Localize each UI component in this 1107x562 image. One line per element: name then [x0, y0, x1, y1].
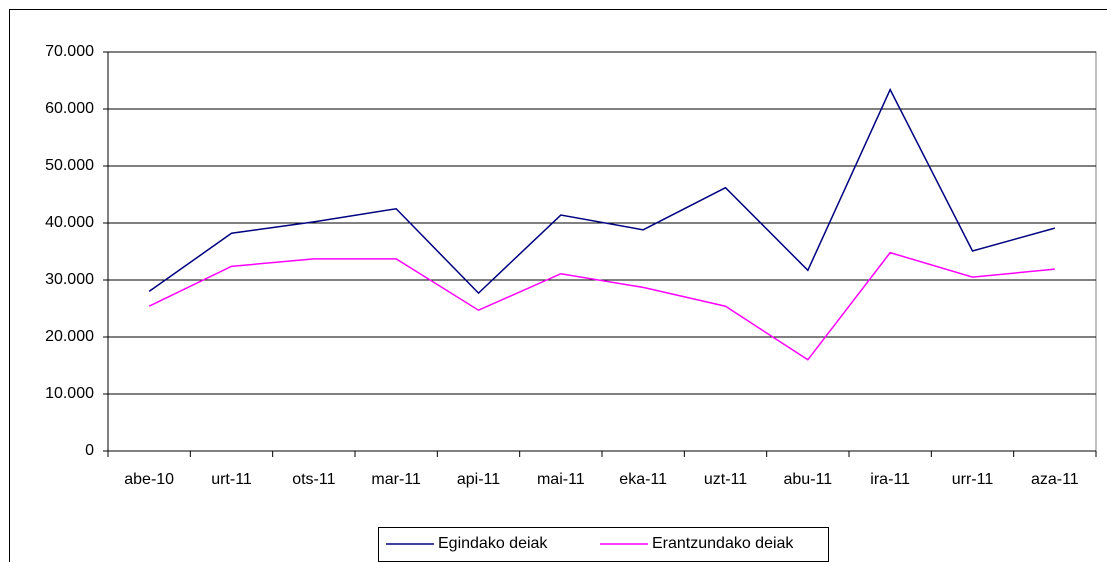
- y-tick-label: 60.000: [45, 100, 94, 117]
- legend-label: Erantzundako deiak: [652, 535, 794, 552]
- series-line: [148, 251, 1055, 361]
- x-tick-label: abu-11: [784, 471, 833, 488]
- chart-frame: [9, 9, 1107, 562]
- y-tick-label: 70.000: [45, 43, 94, 60]
- y-tick-label: 50.000: [45, 157, 94, 174]
- x-tick-label: abe-10: [124, 471, 174, 488]
- x-tick-label: uzt-11: [704, 471, 747, 488]
- x-tick-label: eka-11: [619, 471, 667, 488]
- x-tick-label: aza-11: [1031, 471, 1079, 488]
- x-tick-label: mar-11: [371, 471, 421, 488]
- x-tick-label: ira-11: [870, 471, 910, 488]
- x-tick-label: api-11: [457, 471, 500, 488]
- y-tick-label: 30.000: [45, 271, 94, 288]
- legend-label: Egindako deiak: [438, 535, 548, 552]
- x-tick-label: urr-11: [952, 471, 994, 488]
- y-tick-label: 40.000: [45, 214, 94, 231]
- series-line: [148, 87, 1056, 295]
- x-tick-label: mai-11: [537, 471, 585, 488]
- x-tick-label: urt-11: [211, 471, 252, 488]
- y-tick-label: 20.000: [45, 328, 94, 345]
- x-tick-label: ots-11: [292, 471, 335, 488]
- y-tick-label: 0: [85, 442, 94, 459]
- y-tick-label: 10.000: [45, 385, 94, 402]
